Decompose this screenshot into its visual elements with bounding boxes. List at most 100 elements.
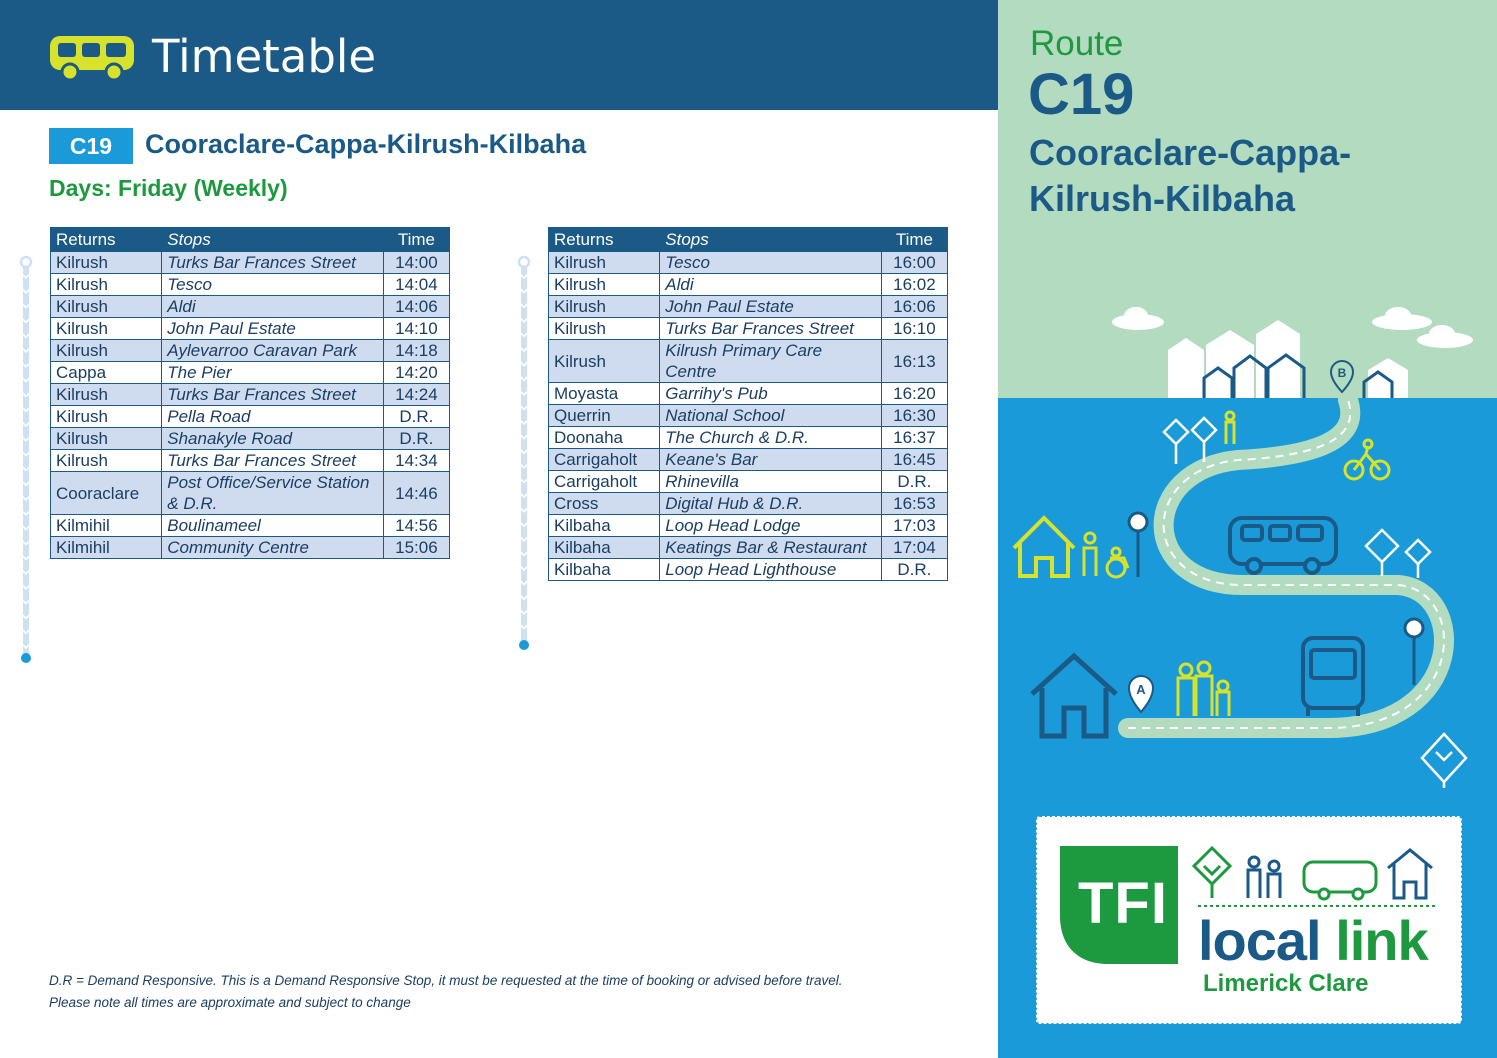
header-stops: Stops [161, 227, 384, 252]
cell-returns: Carrigaholt [547, 448, 661, 471]
cell-time: 14:10 [382, 317, 451, 340]
cell-stop: Kilrush Primary Care Centre [659, 339, 882, 383]
cell-stop: Turks Bar Frances Street [659, 317, 882, 340]
svg-text:B: B [1338, 366, 1347, 380]
cell-time: D.R. [382, 405, 451, 428]
cell-time: 16:13 [880, 339, 949, 383]
cell-returns: Kilrush [49, 251, 163, 274]
timeline-left [19, 255, 33, 663]
footnote-demand-responsive: D.R = Demand Responsive. This is a Deman… [49, 973, 843, 988]
cell-time: 14:06 [382, 295, 451, 318]
cell-stop: Tesco [161, 273, 384, 296]
svg-text:A: A [1136, 682, 1146, 697]
cell-returns: Kilbaha [547, 514, 661, 537]
table-row: Cross Digital Hub & D.R. 16:53 [547, 492, 949, 515]
table-header-row: Returns Stops Time [547, 227, 949, 252]
table-row: Carrigaholt Keane's Bar 16:45 [547, 448, 949, 471]
cell-time: D.R. [382, 427, 451, 450]
cell-returns: Kilrush [547, 273, 661, 296]
cell-time: 16:20 [880, 382, 949, 405]
cell-time: 14:24 [382, 383, 451, 406]
wordmark-link: link [1335, 909, 1428, 972]
cell-returns: Kilrush [547, 339, 661, 383]
cell-returns: Kilmihil [49, 514, 163, 537]
panel-route-label: Route [1030, 24, 1124, 63]
table-row: Kilrush Aldi 16:02 [547, 273, 949, 296]
table-row: Kilrush Pella Road D.R. [49, 405, 451, 428]
cell-returns: Kilrush [49, 317, 163, 340]
cell-stop: Turks Bar Frances Street [161, 449, 384, 472]
table-row: Kilrush Kilrush Primary Care Centre 16:13 [547, 339, 949, 383]
cell-returns: Kilbaha [547, 558, 661, 581]
cell-returns: Cooraclare [49, 471, 163, 515]
bus-icon [1228, 516, 1338, 575]
route-code-badge: C19 [49, 128, 133, 164]
cell-returns: Kilrush [547, 295, 661, 318]
header-returns: Returns [547, 227, 661, 252]
table-row: Kilmihil Community Centre 15:06 [49, 536, 451, 559]
table-row: Kilrush Turks Bar Frances Street 14:00 [49, 251, 451, 274]
timeline-right [517, 255, 531, 650]
cell-returns: Kilrush [547, 251, 661, 274]
cell-returns: Kilmihil [49, 536, 163, 559]
cell-stop: National School [659, 404, 882, 427]
header-returns: Returns [49, 227, 163, 252]
cell-stop: Garrihy's Pub [659, 382, 882, 405]
cell-stop: The Pier [161, 361, 384, 384]
table-row: Kilrush Aylevarroo Caravan Park 14:18 [49, 339, 451, 362]
cell-time: 14:18 [382, 339, 451, 362]
cell-stop: Tesco [659, 251, 882, 274]
cell-stop: Turks Bar Frances Street [161, 383, 384, 406]
timetable-right: Returns Stops Time Kilrush Tesco 16:00 Kilr… [547, 227, 949, 581]
table-row: Kilrush John Paul Estate 14:10 [49, 317, 451, 340]
map-marker-a-icon: A [1127, 675, 1155, 714]
cell-time: 14:34 [382, 449, 451, 472]
bus-front-icon [1301, 636, 1365, 716]
table-row: Moyasta Garrihy's Pub 16:20 [547, 382, 949, 405]
bus-stop-icon [1127, 511, 1425, 685]
panel-route-code: C19 [1028, 62, 1135, 127]
cell-time: 17:03 [880, 514, 949, 537]
cell-returns: Cross [547, 492, 661, 515]
cell-returns: Querrin [547, 404, 661, 427]
cell-returns: Kilbaha [547, 536, 661, 559]
cyclist-icon [1343, 438, 1391, 481]
cell-time: D.R. [880, 470, 949, 493]
cell-time: 14:20 [382, 361, 451, 384]
cell-stop: Loop Head Lighthouse [659, 558, 882, 581]
footnote-approximate-times: Please note all times are approximate an… [49, 995, 411, 1010]
cell-stop: Digital Hub & D.R. [659, 492, 882, 515]
table-row: Kilrush Turks Bar Frances Street 14:24 [49, 383, 451, 406]
table-row: Kilbaha Loop Head Lodge 17:03 [547, 514, 949, 537]
table-row: Querrin National School 16:30 [547, 404, 949, 427]
header-bar [0, 0, 998, 110]
cell-stop: Post Office/Service Station & D.R. [161, 471, 384, 515]
table-row: Kilrush Shanakyle Road D.R. [49, 427, 451, 450]
cell-returns: Kilrush [49, 405, 163, 428]
cell-stop: Keane's Bar [659, 448, 882, 471]
table-row: Carrigaholt Rhinevilla D.R. [547, 470, 949, 493]
cell-time: 16:30 [880, 404, 949, 427]
house-icon [1030, 652, 1118, 739]
cell-time: 16:53 [880, 492, 949, 515]
cloud-icon [1112, 307, 1473, 348]
cell-time: 16:37 [880, 426, 949, 449]
cell-time: 14:56 [382, 514, 451, 537]
table-row: Kilrush John Paul Estate 16:06 [547, 295, 949, 318]
header-time: Time [880, 227, 949, 252]
cell-time: 16:10 [880, 317, 949, 340]
region-name: Limerick Clare [1203, 970, 1369, 997]
cell-time: D.R. [880, 558, 949, 581]
table-row: Kilrush Turks Bar Frances Street 14:34 [49, 449, 451, 472]
cell-stop: The Church & D.R. [659, 426, 882, 449]
cell-time: 14:46 [382, 471, 451, 515]
table-row: Kilbaha Keatings Bar & Restaurant 17:04 [547, 536, 949, 559]
cell-stop: Community Centre [161, 536, 384, 559]
cell-returns: Doonaha [547, 426, 661, 449]
timetable-left: Returns Stops Time Kilrush Turks Bar Fran… [49, 227, 451, 559]
wheelchair-icon [1105, 546, 1130, 579]
cell-stop: Shanakyle Road [161, 427, 384, 450]
table-row: Kilrush Aldi 14:06 [49, 295, 451, 318]
house-icon [1012, 515, 1076, 578]
cell-returns: Kilrush [49, 383, 163, 406]
